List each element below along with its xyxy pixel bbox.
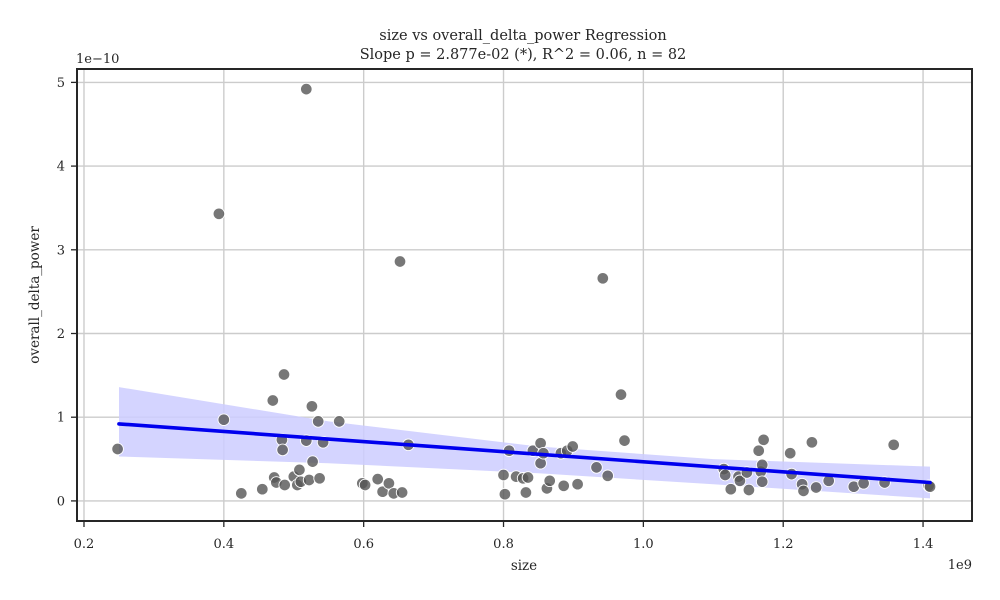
data-point <box>521 471 535 484</box>
data-point <box>393 255 407 268</box>
data-point <box>302 473 316 487</box>
x-axis-label: size <box>511 558 537 574</box>
data-point <box>332 415 346 428</box>
y-tick-label: 0 <box>57 494 65 509</box>
regression-line-layer <box>117 422 932 485</box>
chart-title: size vs overall_delta_power Regression <box>379 28 666 44</box>
x-tick-label: 0.8 <box>493 537 514 552</box>
data-point <box>601 469 614 483</box>
data-point <box>217 413 231 426</box>
y-offset-label: 1e−10 <box>76 52 119 67</box>
data-point <box>266 394 280 407</box>
data-point <box>809 481 823 494</box>
x-tick-label: 0.6 <box>353 537 374 552</box>
data-point <box>752 444 765 457</box>
data-point <box>300 82 313 96</box>
data-point <box>783 446 797 460</box>
x-tick-label: 0.2 <box>74 537 95 552</box>
data-point <box>256 482 269 496</box>
y-axis-label: overall_delta_power <box>27 226 43 364</box>
data-point <box>313 472 326 485</box>
data-point <box>235 487 248 500</box>
x-tick-label: 1.0 <box>633 537 654 552</box>
y-tick-label: 4 <box>57 160 65 175</box>
data-point <box>371 472 384 486</box>
data-point <box>887 438 900 452</box>
data-point <box>293 463 306 477</box>
data-point <box>278 478 291 492</box>
y-tick-label: 3 <box>57 243 65 258</box>
grid <box>77 69 972 521</box>
data-point <box>733 474 747 488</box>
data-point <box>395 486 409 499</box>
data-point <box>497 468 510 482</box>
data-point <box>566 440 579 453</box>
data-point <box>382 477 396 490</box>
data-point <box>757 433 770 447</box>
data-point <box>742 483 756 497</box>
data-point <box>311 415 325 428</box>
data-point <box>571 477 584 491</box>
data-point <box>797 484 810 498</box>
plot-frame <box>76 68 973 522</box>
data-point <box>755 475 769 488</box>
data-point <box>596 272 610 285</box>
x-tick-label: 0.4 <box>213 537 234 552</box>
data-point <box>498 487 512 501</box>
axis-ticks: 0.2 0.4 0.6 0.8 1.0 1.2 1.4 0 1 2 3 4 5 <box>57 76 934 552</box>
data-point <box>724 482 738 496</box>
data-point <box>805 436 819 449</box>
data-point <box>306 455 319 468</box>
data-point <box>358 478 372 492</box>
x-tick-label: 1.2 <box>773 537 794 552</box>
data-point <box>618 434 631 447</box>
data-point <box>277 368 291 381</box>
data-point <box>111 442 124 456</box>
data-point <box>305 400 319 413</box>
data-point <box>212 207 226 221</box>
data-point <box>590 461 603 474</box>
y-tick-label: 2 <box>57 327 65 342</box>
data-point <box>519 486 533 499</box>
x-offset-label: 1e9 <box>948 558 972 573</box>
data-point <box>543 474 556 488</box>
data-point <box>276 443 289 457</box>
data-point <box>557 479 570 493</box>
x-tick-label: 1.4 <box>913 537 934 552</box>
regression-line <box>117 422 932 485</box>
y-tick-label: 1 <box>57 411 65 426</box>
data-point <box>614 388 628 401</box>
y-tick-label: 5 <box>57 76 65 91</box>
data-point <box>718 468 732 482</box>
chart-subtitle: Slope p = 2.877e-02 (*), R^2 = 0.06, n =… <box>360 47 687 63</box>
